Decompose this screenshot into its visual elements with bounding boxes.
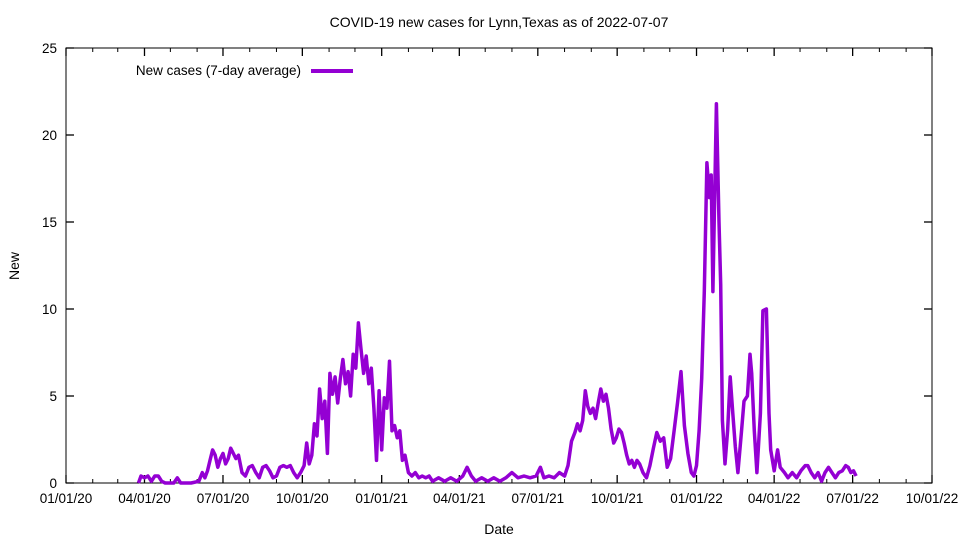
y-tick-label: 0 [49, 476, 57, 491]
x-tick-label: 04/01/21 [433, 491, 486, 506]
x-tick-label: 01/01/21 [355, 491, 408, 506]
x-tick-label: 07/01/21 [512, 491, 565, 506]
x-tick-label: 04/01/22 [748, 491, 801, 506]
x-tick-label: 07/01/20 [197, 491, 250, 506]
y-tick-label: 10 [42, 302, 57, 317]
x-tick-label: 10/01/22 [906, 491, 959, 506]
y-axis-label: New [6, 252, 22, 281]
x-tick-label: 10/01/20 [276, 491, 329, 506]
y-tick-label: 20 [42, 128, 57, 143]
x-tick-label: 01/01/20 [40, 491, 93, 506]
x-tick-label: 04/01/20 [118, 491, 171, 506]
y-tick-label: 15 [42, 215, 57, 230]
x-axis-label: Date [484, 521, 514, 537]
legend-label: New cases (7-day average) [135, 63, 301, 78]
legend: New cases (7-day average) [136, 63, 353, 78]
y-tick-label: 25 [42, 41, 57, 56]
chart-title: COVID-19 new cases for Lynn,Texas as of … [329, 14, 669, 30]
legend-line-swatch [311, 68, 353, 73]
x-tick-label: 10/01/21 [591, 491, 644, 506]
series-line [136, 101, 858, 485]
x-tick-label: 07/01/22 [826, 491, 879, 506]
y-tick-label: 5 [49, 389, 57, 404]
x-tick-label: 01/01/22 [670, 491, 723, 506]
plot-border [65, 47, 933, 484]
